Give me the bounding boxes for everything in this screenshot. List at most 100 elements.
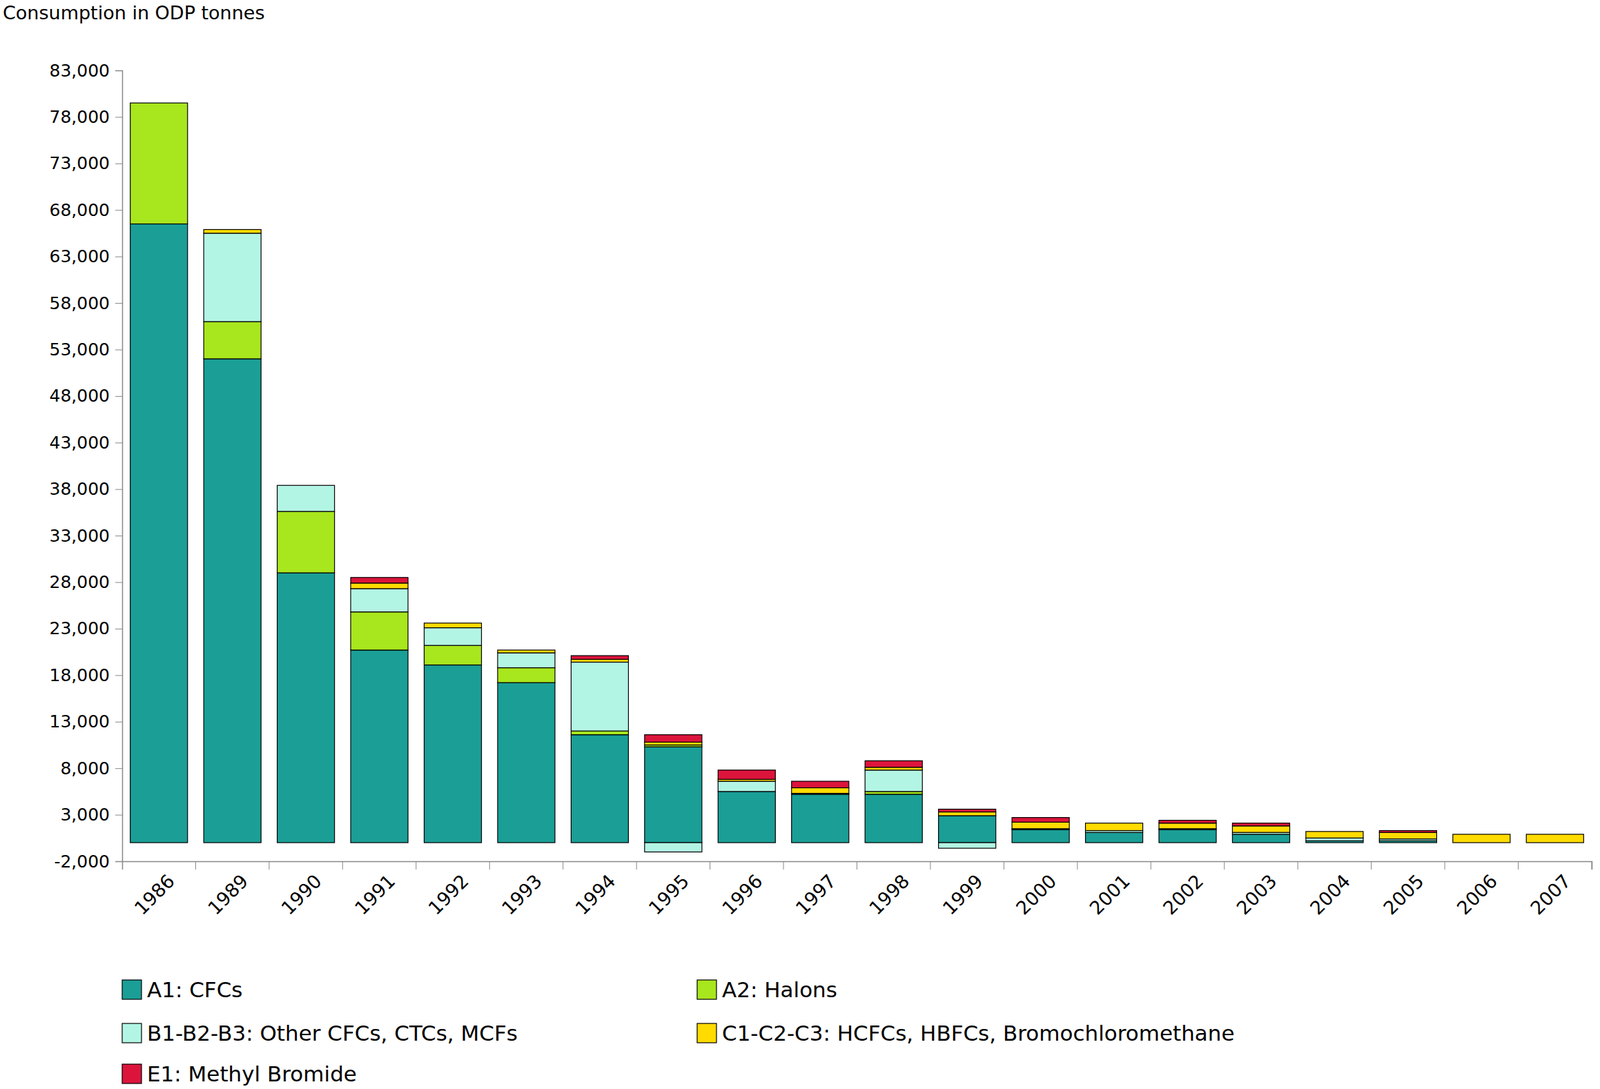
y-tick: 38,000: [49, 479, 123, 500]
x-tick: 2006: [1452, 861, 1519, 919]
bar: [497, 652, 555, 669]
legend-item: A2: Halons: [697, 977, 838, 1003]
bar: [864, 794, 923, 843]
y-tick-label: 28,000: [49, 572, 110, 593]
y-tick-label: 3,000: [60, 804, 110, 825]
bar: [1526, 842, 1584, 843]
y-tick-mark: [115, 722, 123, 723]
x-tick-mark: [856, 861, 858, 870]
y-tick: -2,000: [53, 851, 123, 872]
y-tick-label: 78,000: [49, 106, 110, 128]
x-tick-mark: [929, 861, 931, 870]
x-tick: 1998: [864, 861, 931, 919]
x-tick-label: 1998: [864, 870, 914, 920]
legend-item: A1: CFCs: [122, 977, 243, 1003]
bar: [570, 659, 629, 662]
bar: [1158, 829, 1217, 843]
x-tick-mark: [489, 861, 491, 870]
bar: [350, 588, 408, 613]
x-tick: 1990: [276, 861, 343, 919]
x-tick: 1992: [423, 861, 490, 919]
y-tick-mark: [115, 815, 123, 816]
bar: [1085, 842, 1144, 843]
x-tick: 1993: [497, 861, 564, 919]
y-tick-label: 83,000: [49, 60, 110, 81]
bar: [1305, 837, 1364, 841]
bar: [277, 511, 335, 573]
y-tick-label: -2,000: [53, 851, 110, 872]
chart: -2,0003,0008,00013,00018,00023,00028,000…: [0, 0, 1600, 1089]
x-tick: 1996: [717, 861, 784, 919]
series-4: [350, 577, 1437, 833]
bar: [938, 812, 997, 816]
bar: [644, 742, 702, 745]
x-tick-label: 2000: [1011, 870, 1061, 920]
x-tick-label: 2001: [1085, 870, 1135, 920]
x-tick-label: 2002: [1158, 870, 1208, 920]
y-tick: 3,000: [60, 804, 123, 825]
x-tick-label: 1990: [276, 870, 326, 920]
legend: A1: CFCsA2: HalonsB1-B2-B3: Other CFCs, …: [122, 977, 1235, 1087]
x-tick-label: 1995: [644, 870, 694, 920]
legend-label: E1: Methyl Bromide: [147, 1061, 357, 1087]
bar: [203, 842, 261, 843]
bar: [717, 842, 776, 843]
y-tick-label: 48,000: [49, 385, 110, 406]
bar: [938, 815, 997, 843]
bar: [570, 730, 629, 735]
x-tick-mark: [415, 861, 417, 870]
x-tick-mark: [1003, 861, 1005, 870]
x-tick-mark: [1370, 861, 1372, 870]
legend-label: A2: Halons: [722, 977, 838, 1003]
x-tick: 1994: [570, 861, 637, 919]
bar: [497, 682, 555, 843]
y-tick-label: 18,000: [49, 665, 110, 686]
bar: [350, 583, 408, 589]
x-tick-label: 1994: [570, 870, 620, 920]
bar: [717, 791, 776, 843]
bar: [644, 735, 702, 743]
series-2: [203, 233, 1437, 853]
y-tick-mark: [115, 535, 123, 537]
x-tick: 1999: [938, 861, 1004, 919]
bar: [1305, 842, 1364, 843]
y-tick: 53,000: [49, 339, 123, 360]
y-tick: 33,000: [49, 525, 123, 546]
series-3: [203, 229, 1584, 843]
bar: [277, 485, 335, 512]
y-tick-mark: [115, 628, 123, 630]
bar: [130, 842, 188, 843]
x-tick-label: 2003: [1232, 870, 1282, 920]
legend-label: C1-C2-C3: HCFCs, HBFCs, Bromochlorometha…: [722, 1020, 1235, 1046]
bar: [130, 223, 188, 843]
bar: [1379, 832, 1437, 839]
x-tick: 2007: [1526, 861, 1592, 919]
bar: [424, 842, 482, 843]
y-tick-label: 58,000: [49, 293, 110, 314]
legend-swatch: [122, 1064, 142, 1084]
bar: [1011, 822, 1070, 829]
y-tick: 63,000: [49, 246, 123, 267]
x-tick: 1989: [203, 861, 270, 919]
y-tick: 68,000: [49, 200, 123, 221]
y-tick: 43,000: [49, 432, 123, 453]
x-tick-mark: [1444, 861, 1446, 870]
bar: [497, 842, 555, 843]
bar: [864, 770, 923, 792]
bar: [1158, 842, 1217, 843]
y-tick-mark: [115, 768, 123, 769]
y-tick-mark: [115, 70, 123, 72]
bar: [1011, 817, 1070, 823]
x-tick-label: 2004: [1305, 870, 1355, 920]
legend-item: E1: Methyl Bromide: [122, 1061, 357, 1087]
y-tick: 48,000: [49, 385, 123, 406]
x-tick: 1997: [791, 861, 858, 919]
y-tick: 83,000: [49, 60, 123, 81]
plot: -2,0003,0008,00013,00018,00023,00028,000…: [49, 60, 1593, 920]
x-tick-mark: [1591, 861, 1593, 870]
legend-swatch: [122, 1023, 142, 1043]
bar: [1158, 823, 1217, 829]
x-tick: 2005: [1379, 861, 1445, 919]
y-axis: -2,0003,0008,00013,00018,00023,00028,000…: [49, 60, 123, 872]
x-tick-label: 1999: [938, 870, 988, 920]
